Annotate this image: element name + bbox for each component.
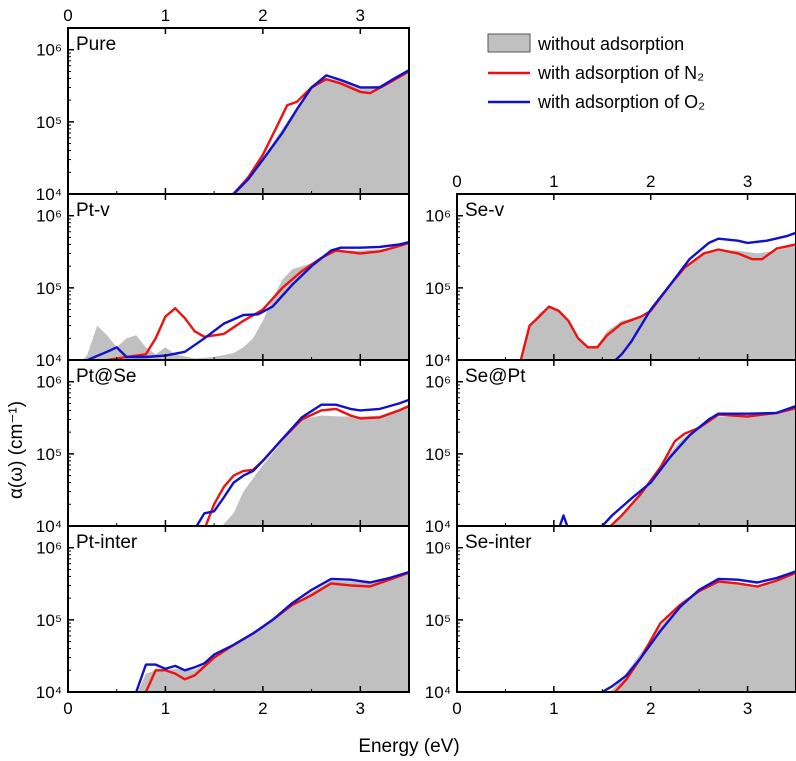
panel-label: Pt@Se	[76, 366, 136, 387]
series-o2-line	[601, 570, 796, 692]
legend-label: without adsorption	[537, 34, 684, 54]
series-n2-line	[99, 241, 409, 360]
series-o2-line	[87, 241, 409, 360]
x-tick-label: 0	[63, 699, 72, 718]
series-without-adsorption-area	[136, 572, 409, 692]
x-tick-label-top: 2	[258, 6, 267, 25]
series-without-adsorption-area	[520, 244, 796, 360]
y-tick-label: 10⁴	[36, 683, 62, 702]
y-tick-label: 10⁵	[425, 279, 451, 298]
legend-entry: with adsorption of O₂	[488, 92, 705, 112]
y-tick-label: 10⁴	[425, 517, 451, 536]
series-o2-line	[232, 69, 409, 194]
y-tick-label: 10⁴	[425, 683, 451, 702]
x-tick-label-top: 0	[452, 172, 461, 191]
panel-content	[195, 398, 409, 526]
y-tick-label: 10⁶	[36, 373, 62, 392]
y-tick-label: 10⁶	[425, 207, 451, 226]
panel-pt-se: 10⁴ 10⁵ 10⁶ Pt@Se	[36, 359, 410, 536]
y-tick-label: 10⁵	[36, 611, 62, 630]
y-tick-label: 10⁵	[36, 113, 62, 132]
panel-label: Se@Pt	[465, 366, 526, 387]
legend-label: with adsorption of N₂	[537, 63, 704, 83]
panel-pt-v: 10⁴ 10⁵ 10⁶ Pt-v	[36, 193, 410, 370]
x-tick-label-top: 0	[63, 6, 72, 25]
series-o2-line	[195, 398, 409, 526]
x-tick-label: 2	[258, 699, 267, 718]
x-tick-label-top: 2	[646, 172, 655, 191]
panel-content	[77, 241, 409, 360]
panel-se-inter: 10⁴ 10⁵ 10⁶ 0 1 2 3 Se-inter	[425, 525, 796, 718]
series-without-adsorption-area	[77, 242, 409, 360]
panel-label: Pt-inter	[76, 532, 138, 553]
y-tick-label: 10⁶	[36, 539, 62, 558]
x-tick-label-top: 1	[549, 172, 558, 191]
x-tick-label-top: 3	[743, 172, 752, 191]
x-tick-label: 2	[646, 699, 655, 718]
x-tick-label: 0	[452, 699, 461, 718]
y-tick-label: 10⁴	[36, 517, 62, 536]
series-o2-line	[135, 570, 409, 692]
panel-frame	[67, 525, 410, 693]
y-tick-label: 10⁶	[36, 207, 62, 226]
panel-label: Pure	[76, 34, 116, 55]
x-tick-label-top: 3	[356, 6, 365, 25]
y-tick-label: 10⁴	[425, 351, 451, 370]
y-tick-label: 10⁵	[425, 611, 451, 630]
panel-content	[135, 570, 409, 692]
series-without-adsorption-area	[607, 572, 796, 692]
series-without-adsorption-area	[219, 406, 409, 526]
panel-frame	[456, 525, 796, 693]
panel-se-pt: 10⁴ 10⁵ 10⁶ Se@Pt	[425, 359, 796, 536]
series-n2-line	[519, 243, 796, 360]
y-tick-label: 10⁵	[36, 445, 62, 464]
panel-content	[223, 69, 409, 194]
panel-content	[601, 570, 796, 692]
panel-label: Se-v	[465, 200, 505, 221]
legend-entry: without adsorption	[487, 33, 684, 54]
legend: without adsorption with adsorption of N₂ w…	[487, 33, 705, 112]
x-tick-label-top: 1	[161, 6, 170, 25]
panel-label: Pt-v	[76, 200, 110, 221]
panel-content	[519, 231, 796, 360]
y-axis-title: α(ω) (cm⁻¹)	[6, 401, 27, 499]
y-tick-label: 10⁶	[425, 373, 451, 392]
series-o2-line	[558, 404, 796, 526]
series-n2-line	[608, 407, 796, 526]
x-tick-label: 1	[161, 699, 170, 718]
panel-pt-inter: 10⁴ 10⁵ 10⁶ 0 1 2 3 Pt-inter	[36, 525, 410, 718]
legend-swatch-fill	[487, 33, 531, 53]
x-tick-label: 3	[743, 699, 752, 718]
x-axis-title: Energy (eV)	[358, 736, 459, 757]
legend-label: with adsorption of O₂	[537, 92, 705, 112]
series-o2-line	[613, 231, 796, 360]
x-tick-label: 3	[356, 699, 365, 718]
y-tick-label: 10⁶	[425, 539, 451, 558]
y-tick-label: 10⁶	[36, 41, 62, 60]
y-tick-label: 10⁵	[425, 445, 451, 464]
panel-content	[558, 404, 796, 526]
legend-entry: with adsorption of N₂	[488, 63, 704, 83]
series-without-adsorption-area	[607, 407, 796, 526]
y-tick-label: 10⁵	[36, 279, 62, 298]
y-tick-label: 10⁴	[36, 351, 62, 370]
x-tick-label: 1	[549, 699, 558, 718]
series-without-adsorption-area	[223, 71, 409, 194]
y-tick-label: 10⁴	[36, 185, 62, 204]
panel-label: Se-inter	[465, 532, 532, 553]
